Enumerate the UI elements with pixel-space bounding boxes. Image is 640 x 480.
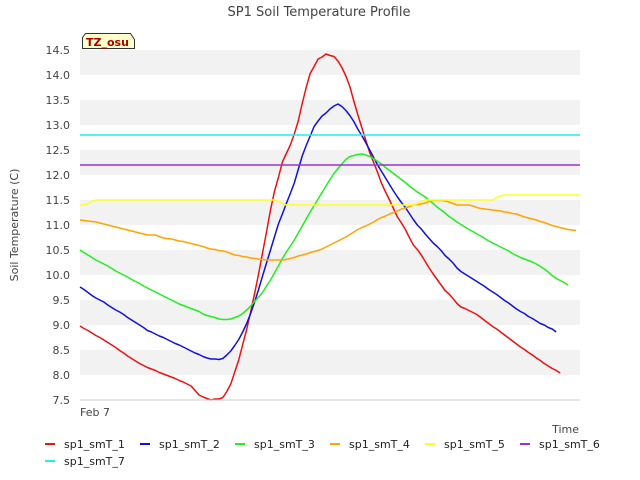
y-tick-label: 14.5 xyxy=(46,44,71,57)
plot-band xyxy=(80,375,580,400)
tag-box xyxy=(82,33,135,49)
legend-label: sp1_smT_4 xyxy=(349,438,410,451)
series-line-sp1-smt-4 xyxy=(79,199,577,261)
y-tick-label: 13.5 xyxy=(46,94,71,107)
y-tick-label: 12.5 xyxy=(46,144,71,157)
legend-label: sp1_smT_3 xyxy=(254,438,315,451)
y-tick-label: 9.5 xyxy=(53,294,71,307)
y-tick-label: 12.0 xyxy=(46,169,71,182)
y-tick-label: 8.5 xyxy=(53,344,71,357)
plot-band xyxy=(80,100,580,125)
tag-label: TZ_osu xyxy=(86,36,129,49)
plot-band xyxy=(80,125,580,150)
plot-background-bands xyxy=(80,50,580,400)
plot-band xyxy=(80,200,580,225)
plot-band xyxy=(80,300,580,325)
x-tick-label: Feb 7 xyxy=(80,406,110,419)
legend-label: sp1_smT_1 xyxy=(64,438,125,451)
legend-label: sp1_smT_6 xyxy=(539,438,600,451)
y-tick-label: 7.5 xyxy=(53,394,71,407)
y-tick-label: 11.5 xyxy=(46,194,71,207)
legend-label: sp1_smT_2 xyxy=(159,438,220,451)
y-tick-label: 11.0 xyxy=(46,219,71,232)
plot-band xyxy=(80,50,580,75)
series-line-sp1-smt-3 xyxy=(79,153,569,321)
legend-label: sp1_smT_7 xyxy=(64,455,125,468)
y-axis-tick-labels: 7.5 8.0 8.5 9.0 9.5 10.0 10.5 11.0 11.5 12.0 12.5 1… xyxy=(46,44,71,407)
y-tick-label: 14.0 xyxy=(46,69,71,82)
plot-band xyxy=(80,75,580,100)
series-lines xyxy=(79,53,580,401)
x-axis-label: Time xyxy=(551,423,579,436)
y-tick-label: 10.5 xyxy=(46,244,71,257)
y-tick-label: 10.0 xyxy=(46,269,71,282)
y-tick-label: 8.0 xyxy=(53,369,71,382)
y-tick-label: 9.0 xyxy=(53,319,71,332)
series-line-sp1-smt-5 xyxy=(80,194,580,206)
chart-title: SP1 Soil Temperature Profile xyxy=(228,5,411,20)
y-tick-label: 13.0 xyxy=(46,119,71,132)
plot-band xyxy=(80,275,580,300)
plot-band xyxy=(80,350,580,375)
plot-band xyxy=(80,250,580,275)
tz-tag: TZ_osu xyxy=(82,33,135,49)
plot-band xyxy=(80,325,580,350)
legend-label: sp1_smT_5 xyxy=(444,438,505,451)
series-line-sp1-smt-1 xyxy=(79,53,561,401)
plot-band xyxy=(80,150,580,175)
chart-legend: sp1_smT_1 sp1_smT_2 sp1_smT_3 sp1_smT_4 sp1_… xyxy=(45,438,600,468)
series-line-sp1-smt-2 xyxy=(79,103,557,361)
y-axis-label: Soil Temperature (C) xyxy=(8,169,21,282)
plot-band xyxy=(80,225,580,250)
